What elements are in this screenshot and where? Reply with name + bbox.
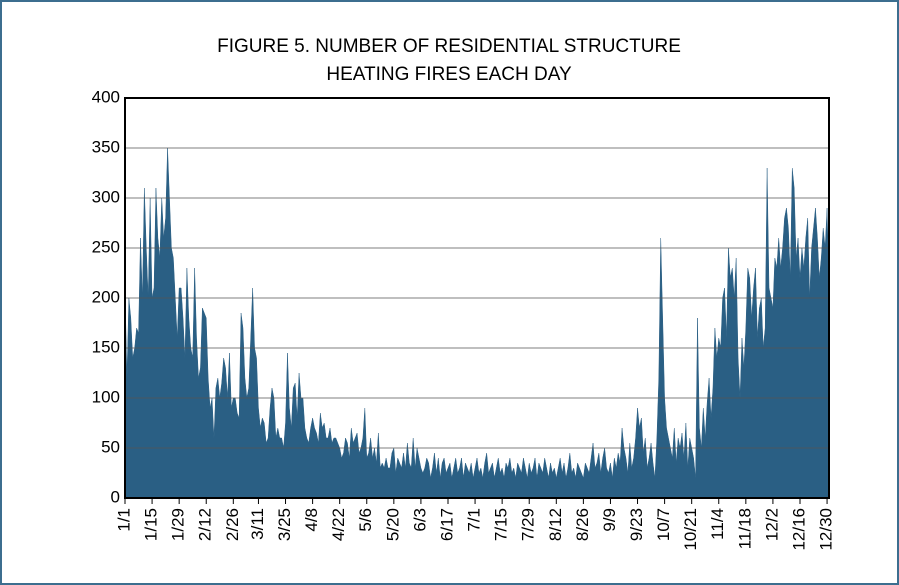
x-tick-label: 3/11 [248, 508, 267, 540]
chart-title: FIGURE 5. NUMBER OF RESIDENTIAL STRUCTUR… [217, 36, 681, 57]
x-tick-label: 7/29 [519, 508, 538, 541]
y-tick-label: 100 [92, 387, 120, 406]
y-tick-label: 200 [92, 287, 120, 306]
y-tick-label: 250 [92, 237, 120, 256]
y-tick-label: 350 [92, 137, 120, 156]
x-tick-label: 2/26 [223, 508, 242, 541]
chart-title: HEATING FIRES EACH DAY [326, 64, 572, 85]
x-tick-label: 1/1 [114, 508, 133, 532]
x-tick-label: 8/26 [573, 508, 592, 541]
y-tick-label: 400 [92, 87, 120, 106]
x-tick-label: 12/16 [789, 508, 808, 551]
x-tick-label: 11/4 [708, 508, 727, 540]
x-tick-label: 4/8 [302, 508, 321, 532]
x-tick-label: 12/2 [762, 508, 781, 541]
x-tick-label: 4/22 [329, 508, 348, 541]
x-tick-label: 5/20 [383, 508, 402, 541]
x-tick-label: 9/23 [627, 508, 646, 541]
y-tick-label: 300 [92, 187, 120, 206]
x-tick-label: 6/17 [437, 508, 456, 541]
x-tick-label: 3/25 [275, 508, 294, 541]
x-tick-label: 2/12 [196, 508, 215, 541]
x-tick-label: 7/1 [465, 508, 484, 532]
x-tick-label: 8/12 [546, 508, 565, 541]
x-tick-label: 11/18 [735, 508, 754, 549]
x-tick-label: 1/15 [142, 508, 161, 541]
x-tick-label: 12/30 [817, 508, 836, 551]
y-tick-label: 50 [101, 437, 120, 456]
x-tick-label: 5/6 [356, 508, 375, 532]
x-tick-label: 7/15 [492, 508, 511, 541]
area [124, 147, 830, 499]
x-tick-label: 9/9 [600, 508, 619, 532]
x-tick-label: 6/3 [410, 508, 429, 532]
plot-border [124, 97, 830, 499]
y-tick-label: 0 [111, 487, 120, 506]
x-tick-label: 1/29 [169, 508, 188, 541]
x-tick-label: 10/7 [654, 508, 673, 541]
x-tick-label: 10/21 [681, 508, 700, 551]
y-tick-label: 150 [92, 337, 120, 356]
